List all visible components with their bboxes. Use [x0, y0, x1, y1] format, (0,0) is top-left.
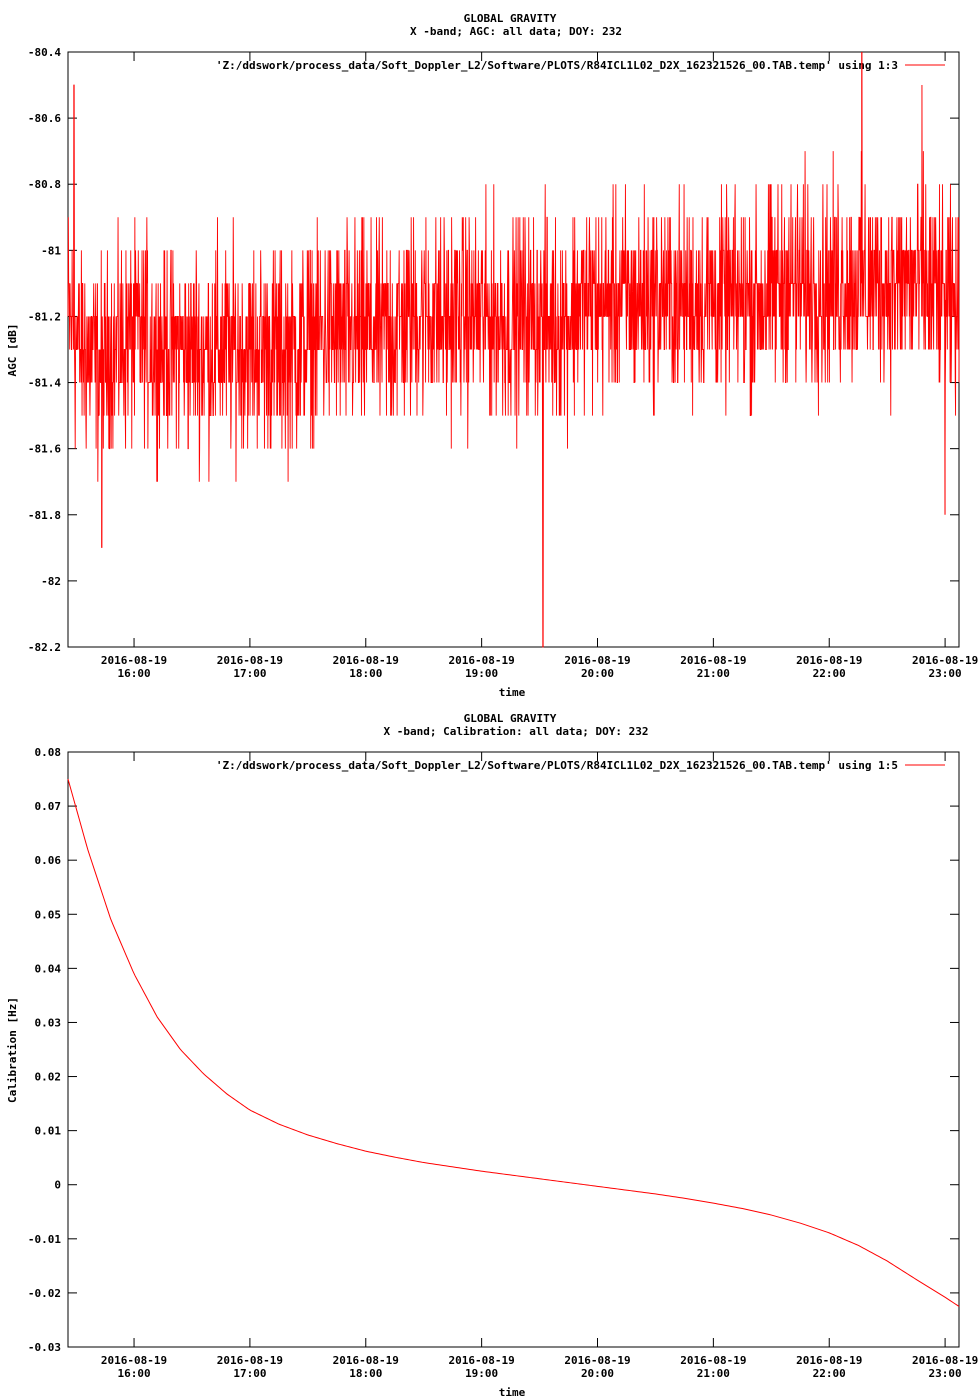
agc-chart-subtitle: X -band; AGC: all data; DOY: 232 — [410, 25, 622, 38]
calibration-ytick-label: 0.02 — [35, 1071, 62, 1084]
calibration-xtick-date-label: 2016-08-19 — [449, 1354, 515, 1367]
agc-chart-ylabel: AGC [dB] — [6, 324, 19, 377]
calibration-xtick-time-label: 18:00 — [349, 1367, 382, 1380]
agc-xtick-date-label: 2016-08-19 — [449, 654, 515, 667]
calibration-ytick-label: 0.04 — [35, 962, 62, 975]
agc-chart-xlabel: time — [499, 686, 526, 699]
agc-chart: GLOBAL GRAVITY X -band; AGC: all data; D… — [6, 12, 978, 699]
calibration-chart-subtitle: X -band; Calibration: all data; DOY: 232 — [384, 725, 649, 738]
agc-xtick-time-label: 20:00 — [581, 667, 614, 680]
agc-chart-title: GLOBAL GRAVITY — [464, 12, 557, 25]
agc-legend-label: 'Z:/ddswork/process_data/Soft_Doppler_L2… — [216, 59, 898, 72]
agc-ytick-label: -80.8 — [28, 178, 61, 191]
agc-xtick-date-label: 2016-08-19 — [680, 654, 746, 667]
agc-xtick-time-label: 22:00 — [813, 667, 846, 680]
calibration-xtick-date-label: 2016-08-19 — [564, 1354, 630, 1367]
calibration-legend-label: 'Z:/ddswork/process_data/Soft_Doppler_L2… — [216, 759, 898, 772]
calibration-ytick-label: 0.08 — [35, 746, 62, 759]
calibration-series-line — [67, 778, 960, 1307]
calibration-chart-xlabel: time — [499, 1386, 526, 1399]
agc-xtick-date-label: 2016-08-19 — [333, 654, 399, 667]
calibration-xtick-time-label: 21:00 — [697, 1367, 730, 1380]
agc-ytick-label: -81.6 — [28, 443, 61, 456]
calibration-xtick-time-label: 16:00 — [117, 1367, 150, 1380]
calibration-chart-title: GLOBAL GRAVITY — [464, 712, 557, 725]
agc-ytick-label: -82.2 — [28, 641, 61, 654]
agc-ytick-label: -81.2 — [28, 310, 61, 323]
agc-ytick-label: -81 — [41, 244, 61, 257]
calibration-xtick-date-label: 2016-08-19 — [333, 1354, 399, 1367]
calibration-chart: GLOBAL GRAVITY X -band; Calibration: all… — [6, 712, 978, 1399]
calibration-xtick-time-label: 19:00 — [465, 1367, 498, 1380]
calibration-xtick-date-label: 2016-08-19 — [680, 1354, 746, 1367]
calibration-chart-ylabel: Calibration [Hz] — [6, 997, 19, 1103]
agc-series-line — [67, 51, 960, 648]
calibration-xtick-date-label: 2016-08-19 — [101, 1354, 167, 1367]
calibration-xtick-time-label: 22:00 — [813, 1367, 846, 1380]
agc-xtick-time-label: 23:00 — [929, 667, 962, 680]
agc-xtick-time-label: 21:00 — [697, 667, 730, 680]
agc-xtick-date-label: 2016-08-19 — [564, 654, 630, 667]
agc-ytick-label: -80.4 — [28, 46, 61, 59]
agc-xtick-time-label: 19:00 — [465, 667, 498, 680]
agc-xtick-time-label: 18:00 — [349, 667, 382, 680]
agc-xtick-date-label: 2016-08-19 — [796, 654, 862, 667]
calibration-ytick-label: -0.03 — [28, 1341, 61, 1354]
agc-xtick-time-label: 16:00 — [117, 667, 150, 680]
calibration-xtick-date-label: 2016-08-19 — [217, 1354, 283, 1367]
calibration-ytick-label: 0.05 — [35, 908, 62, 921]
calibration-ytick-label: 0.03 — [35, 1016, 62, 1029]
agc-ytick-label: -81.8 — [28, 509, 61, 522]
calibration-ytick-label: 0.07 — [35, 800, 62, 813]
calibration-ytick-label: -0.02 — [28, 1287, 61, 1300]
agc-xtick-date-label: 2016-08-19 — [912, 654, 978, 667]
calibration-plot-area: 0.08 0.07 0.06 0.05 0.04 0.03 0.02 0.01 0 -0.01 -0… — [28, 746, 978, 1380]
agc-xtick-date-label: 2016-08-19 — [101, 654, 167, 667]
calibration-xtick-date-label: 2016-08-19 — [912, 1354, 978, 1367]
calibration-xtick-time-label: 20:00 — [581, 1367, 614, 1380]
agc-ytick-label: -80.6 — [28, 112, 61, 125]
agc-ytick-label: -82 — [41, 575, 61, 588]
agc-plot-area: -80.4 -80.6 -80.8 -81 -81.2 -81.4 -81.6 -81.8 -8… — [28, 46, 978, 680]
agc-xtick-time-label: 17:00 — [233, 667, 266, 680]
calibration-ytick-label: 0.01 — [35, 1125, 62, 1138]
calibration-ytick-label: 0.06 — [35, 854, 62, 867]
calibration-xtick-date-label: 2016-08-19 — [796, 1354, 862, 1367]
agc-ytick-label: -81.4 — [28, 377, 61, 390]
calibration-xtick-time-label: 23:00 — [929, 1367, 962, 1380]
calibration-plot-frame — [67, 751, 960, 1348]
calibration-xtick-time-label: 17:00 — [233, 1367, 266, 1380]
agc-xtick-date-label: 2016-08-19 — [217, 654, 283, 667]
calibration-ytick-label: 0 — [54, 1179, 61, 1192]
calibration-ytick-label: -0.01 — [28, 1233, 61, 1246]
